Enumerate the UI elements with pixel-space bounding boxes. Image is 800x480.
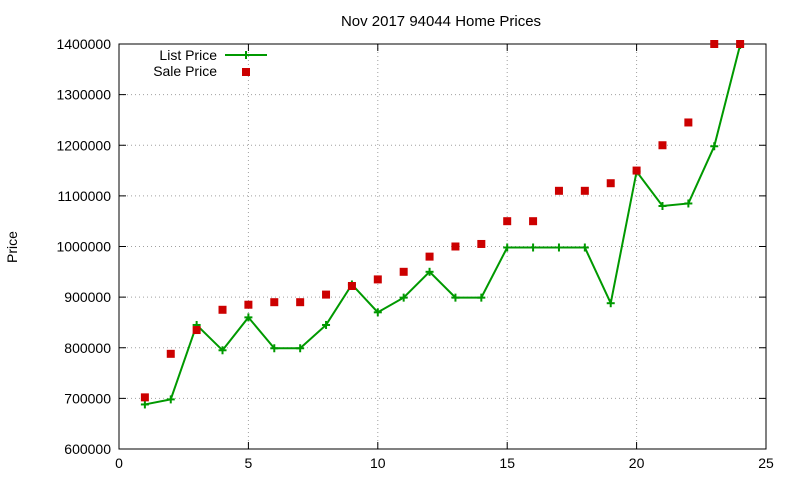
axis-ticks: 0 5 10 15 20 25 600000 700000 800000 900000 100000… xyxy=(56,36,774,471)
sale-price-point xyxy=(632,166,641,175)
y-tick-label: 900000 xyxy=(64,289,111,305)
list-price-point xyxy=(477,293,486,302)
sale-price-point xyxy=(503,217,512,226)
sale-price-point xyxy=(373,275,382,284)
sale-price-point xyxy=(218,305,227,314)
sale-price-point xyxy=(322,290,331,299)
list-price-point xyxy=(554,243,563,252)
list-price-point xyxy=(140,400,149,409)
list-price-point xyxy=(373,308,382,317)
sale-price-point xyxy=(244,300,253,309)
list-price-point xyxy=(244,313,253,322)
y-tick-label: 1000000 xyxy=(56,239,111,255)
y-tick-label: 1300000 xyxy=(56,87,111,103)
sale-price-point xyxy=(451,242,460,251)
sale-price-point xyxy=(736,40,745,48)
list-price-point xyxy=(218,346,227,355)
y-tick-label: 800000 xyxy=(64,340,111,356)
x-tick-label: 0 xyxy=(115,455,123,471)
sale-price-point xyxy=(529,217,538,226)
list-price-point xyxy=(270,344,279,353)
y-axis-label: Price xyxy=(4,231,20,263)
sale-price-point xyxy=(425,252,434,261)
sale-price-point xyxy=(166,349,175,358)
grid xyxy=(119,44,766,449)
list-price-point xyxy=(684,199,693,208)
legend-label-list-price: List Price xyxy=(159,47,217,63)
x-tick-label: 20 xyxy=(629,455,645,471)
list-price-point xyxy=(166,395,175,404)
list-price-point xyxy=(399,293,408,302)
list-price-point xyxy=(658,202,667,210)
plot-frame xyxy=(118,43,767,450)
sale-price-point xyxy=(296,298,305,307)
y-tick-label: 600000 xyxy=(64,441,111,457)
sale-price-point xyxy=(270,298,279,307)
x-tick-label: 5 xyxy=(245,455,253,471)
list-price-point xyxy=(710,142,719,151)
list-price-point xyxy=(503,243,512,252)
list-price-line xyxy=(144,44,742,406)
y-tick-label: 1400000 xyxy=(56,36,111,52)
list-price-point xyxy=(322,320,331,329)
sale-price-point xyxy=(554,186,563,195)
x-tick-label: 25 xyxy=(758,455,774,471)
y-tick-label: 1100000 xyxy=(58,188,112,204)
sale-price-point xyxy=(477,239,486,248)
legend-swatch-sale-price xyxy=(242,68,250,76)
legend-label-sale-price: Sale Price xyxy=(153,63,217,79)
sale-price-point xyxy=(192,326,201,335)
sale-price-point xyxy=(606,179,615,188)
sale-price-point xyxy=(710,40,719,48)
sale-price-point xyxy=(399,267,408,276)
list-price-point xyxy=(296,344,305,353)
sale-price-point xyxy=(140,393,149,402)
x-tick-label: 15 xyxy=(499,455,515,471)
sale-price-point xyxy=(347,281,356,290)
sale-price-point xyxy=(658,141,667,150)
y-tick-label: 700000 xyxy=(64,390,111,406)
list-price-point xyxy=(580,243,589,252)
chart-title: Nov 2017 94044 Home Prices xyxy=(341,13,541,30)
list-price-point xyxy=(451,293,460,302)
sale-price-point xyxy=(684,118,693,127)
x-tick-label: 10 xyxy=(370,455,386,471)
y-tick-label: 1200000 xyxy=(56,137,111,153)
list-price-point xyxy=(425,267,434,276)
list-price-point xyxy=(606,299,615,308)
series xyxy=(140,40,745,409)
sale-price-point xyxy=(580,186,589,195)
list-price-point xyxy=(529,243,538,252)
